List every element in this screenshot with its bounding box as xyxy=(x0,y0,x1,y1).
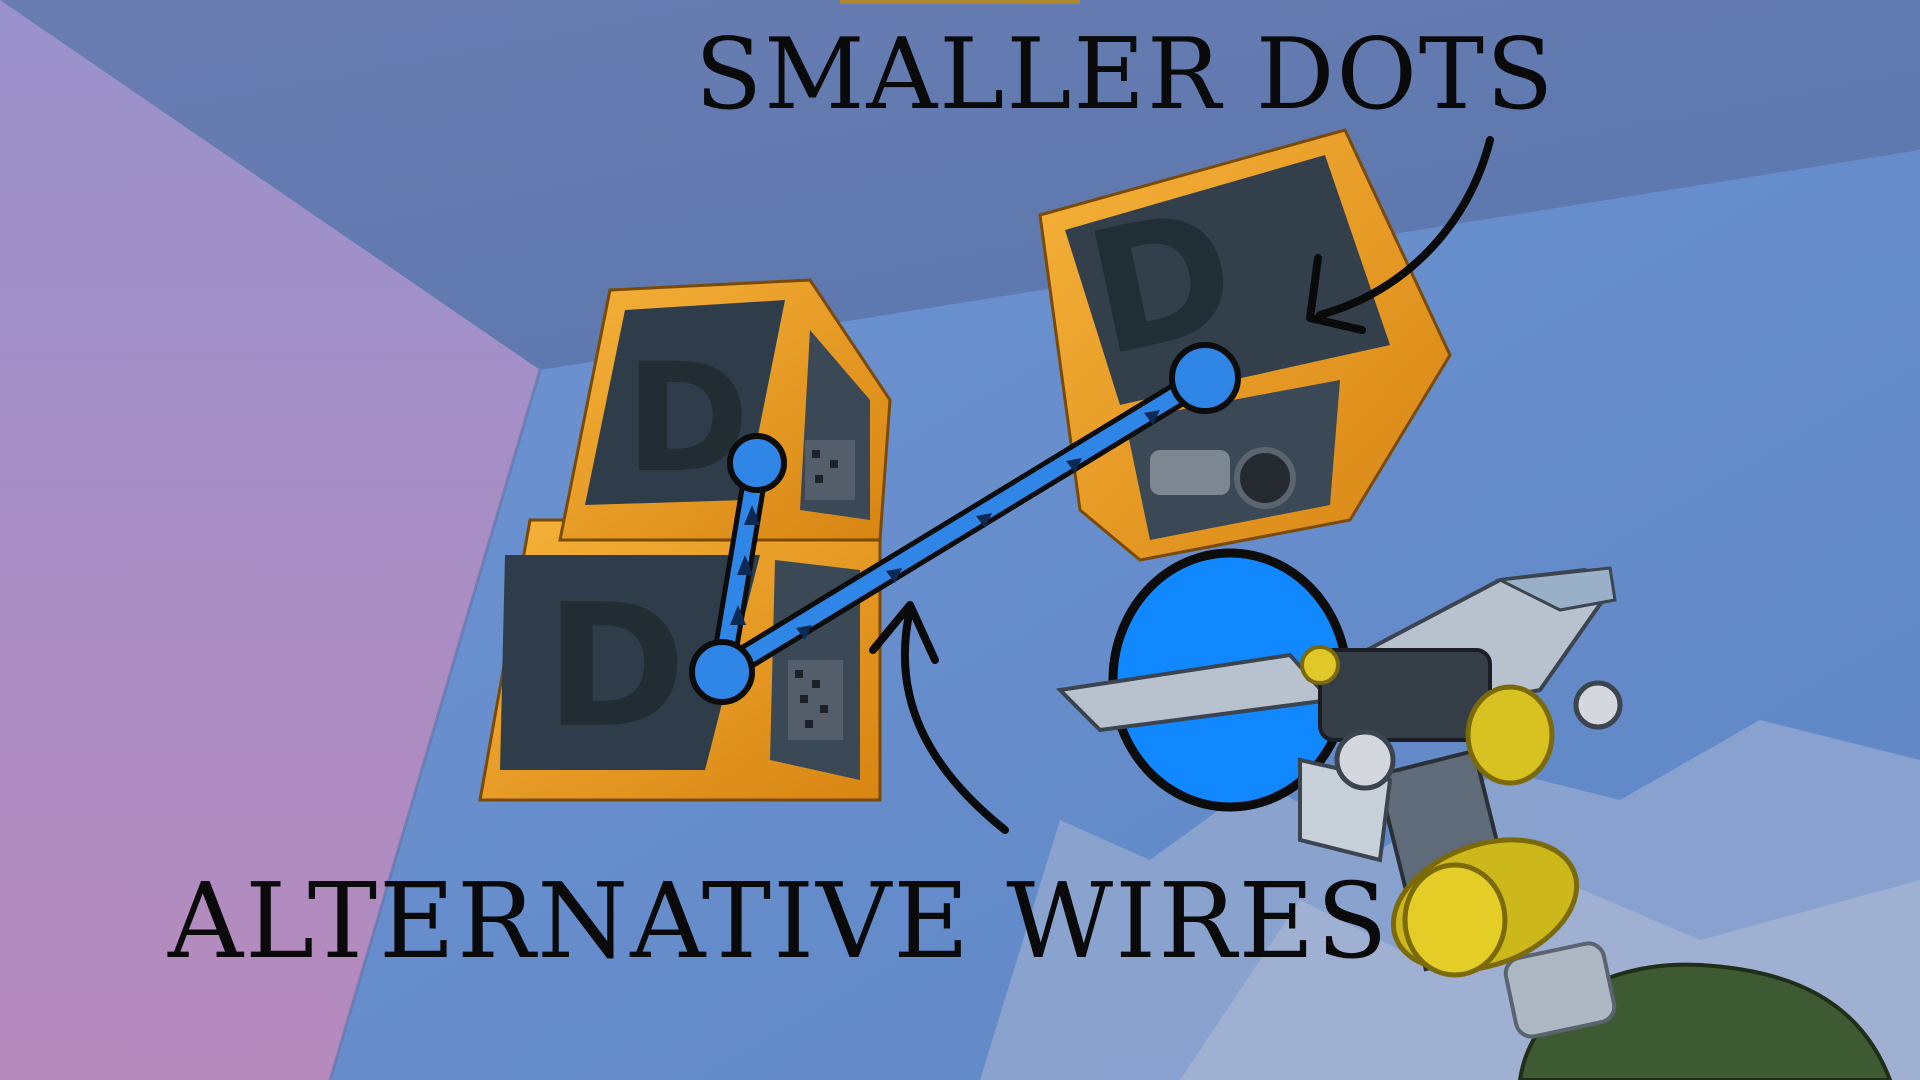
yellow-roller xyxy=(1390,837,1580,978)
wire-connections xyxy=(709,365,1218,685)
annotation-arrows xyxy=(869,136,1494,834)
hud-top-bar xyxy=(840,0,1080,4)
block-glyph-upper: D xyxy=(625,332,750,506)
annotation-smaller-dots: SMALLER DOTS xyxy=(695,18,1556,132)
tool-head xyxy=(1055,566,1623,863)
logic-block-lower-left[interactable]: D xyxy=(478,518,882,802)
arrow-smaller-dots xyxy=(1316,136,1494,319)
left-wall xyxy=(0,0,540,1080)
annotation-alternative-wires: ALTERNATIVE WIRES xyxy=(168,860,1390,982)
wall-seam xyxy=(328,369,542,1080)
connect-tool xyxy=(1055,566,1893,1080)
dot-upper-left[interactable] xyxy=(727,433,787,493)
ceiling xyxy=(0,0,1920,370)
dot-lower-left[interactable] xyxy=(689,639,755,705)
block-glyph-lower: D xyxy=(545,568,686,766)
dot-right[interactable] xyxy=(1169,342,1241,414)
arrow-alternative-wires xyxy=(900,606,1009,834)
